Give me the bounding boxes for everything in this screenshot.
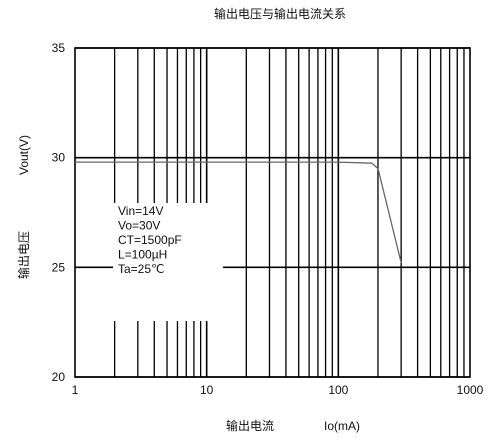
y-axis-label-cn: 输出电压 bbox=[16, 231, 31, 279]
annotation-box bbox=[113, 203, 223, 321]
annotation-line: Vin=14V bbox=[118, 204, 164, 218]
annotation-line: Ta=25℃ bbox=[118, 262, 165, 276]
y-tick-label: 35 bbox=[52, 41, 66, 55]
x-tick-label: 100 bbox=[328, 383, 348, 397]
x-axis-label-cn: 输出电流 bbox=[226, 418, 274, 433]
y-tick-label: 20 bbox=[52, 370, 66, 384]
series-layer bbox=[75, 161, 402, 264]
tick-labels: 1 10 100 1000 20 25 30 35 bbox=[52, 41, 484, 397]
chart-title: 输出电压与输出电流关系 bbox=[214, 6, 346, 21]
x-tick-label: 10 bbox=[200, 383, 214, 397]
x-tick-label: 1000 bbox=[457, 383, 484, 397]
x-tick-label: 1 bbox=[72, 383, 79, 397]
y-axis-label: Vout(V) bbox=[17, 135, 31, 175]
y-tick-label: 25 bbox=[52, 260, 66, 274]
plot-frame bbox=[74, 47, 471, 378]
annotation-line: L=100µH bbox=[118, 248, 167, 262]
annotation-line: CT=1500pF bbox=[118, 233, 182, 247]
series-line bbox=[75, 161, 402, 264]
grid bbox=[75, 47, 470, 378]
x-axis-label: Io(mA) bbox=[324, 419, 360, 433]
annotation-line: Vo=30V bbox=[118, 219, 160, 233]
y-tick-label: 30 bbox=[52, 151, 66, 165]
